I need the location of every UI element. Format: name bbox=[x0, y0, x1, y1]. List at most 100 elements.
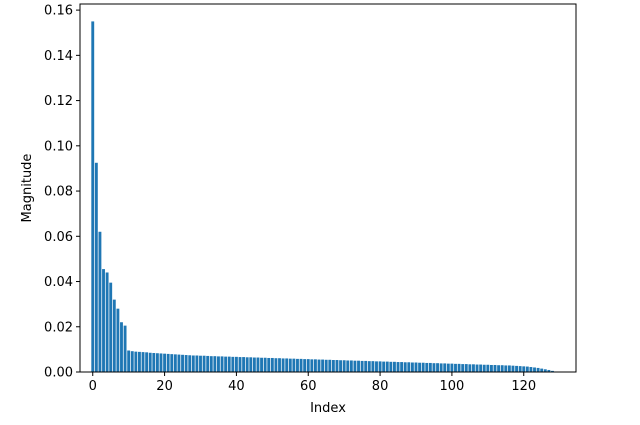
bar bbox=[378, 361, 382, 372]
bar bbox=[479, 364, 483, 372]
bar bbox=[335, 360, 339, 372]
bar bbox=[522, 366, 526, 372]
bar bbox=[173, 354, 177, 372]
y-axis-ticks: 0.00 0.02 0.04 0.06 0.08 0.10 0.12 0.14 0.16 bbox=[44, 4, 80, 381]
y-tick-label: 0.04 bbox=[44, 275, 73, 290]
bar bbox=[342, 360, 346, 372]
bar bbox=[364, 360, 368, 372]
bar bbox=[446, 363, 450, 372]
bar bbox=[98, 231, 102, 372]
y-tick-label: 0.16 bbox=[44, 4, 73, 19]
bar bbox=[170, 354, 174, 372]
bar bbox=[159, 353, 163, 372]
y-tick-label: 0.12 bbox=[44, 94, 73, 109]
bar bbox=[346, 360, 350, 372]
bar bbox=[450, 363, 454, 372]
bar bbox=[252, 357, 256, 372]
bar bbox=[486, 364, 490, 372]
bar bbox=[188, 355, 192, 372]
bar bbox=[324, 359, 328, 372]
bar bbox=[475, 364, 479, 372]
bar bbox=[367, 361, 371, 372]
y-tick-label: 0.06 bbox=[44, 230, 73, 245]
bar bbox=[141, 352, 145, 372]
x-tick-label: 20 bbox=[156, 379, 173, 394]
bar bbox=[472, 364, 475, 372]
bar bbox=[270, 357, 274, 372]
bar bbox=[292, 358, 296, 372]
bar bbox=[120, 322, 123, 372]
y-tick-label: 0.14 bbox=[44, 49, 73, 64]
bar bbox=[288, 358, 292, 372]
bar bbox=[313, 359, 317, 372]
bar bbox=[407, 362, 411, 372]
bar bbox=[209, 356, 213, 372]
bar bbox=[461, 364, 465, 372]
bar bbox=[234, 356, 238, 372]
bar bbox=[529, 367, 533, 372]
bar bbox=[414, 362, 418, 372]
y-tick-label: 0.10 bbox=[44, 139, 73, 154]
bar bbox=[184, 355, 188, 372]
bar bbox=[393, 361, 396, 372]
y-axis-label: Magnitude bbox=[20, 154, 35, 223]
bar bbox=[105, 272, 109, 372]
bar bbox=[227, 356, 231, 372]
bar bbox=[152, 353, 156, 372]
bar bbox=[249, 357, 253, 372]
bar bbox=[195, 355, 199, 372]
x-tick-label: 120 bbox=[511, 379, 536, 394]
bar bbox=[482, 364, 486, 372]
bar bbox=[321, 359, 325, 372]
bar bbox=[489, 364, 493, 372]
bar bbox=[130, 351, 134, 372]
y-tick-label: 0.00 bbox=[44, 366, 73, 381]
bar bbox=[134, 351, 138, 372]
bar bbox=[267, 357, 271, 372]
bar bbox=[518, 366, 522, 372]
bar bbox=[263, 357, 267, 372]
bar bbox=[382, 361, 386, 372]
bar bbox=[238, 357, 242, 372]
bar bbox=[91, 21, 95, 372]
bar bbox=[138, 351, 141, 372]
bar bbox=[410, 362, 414, 372]
bar bbox=[166, 353, 170, 372]
bar bbox=[299, 358, 303, 372]
bar bbox=[464, 364, 468, 372]
bar bbox=[285, 358, 289, 372]
bar bbox=[328, 359, 332, 372]
bar bbox=[116, 308, 120, 372]
bar bbox=[274, 358, 278, 372]
bar bbox=[493, 364, 497, 372]
bar bbox=[515, 365, 518, 372]
bar bbox=[224, 356, 228, 372]
bar bbox=[123, 325, 127, 372]
bar bbox=[403, 362, 407, 372]
bar bbox=[163, 353, 167, 372]
bar bbox=[454, 363, 457, 372]
bar bbox=[306, 359, 310, 372]
y-tick-label: 0.02 bbox=[44, 320, 73, 335]
bar bbox=[317, 359, 321, 372]
bar bbox=[421, 362, 425, 372]
bar bbox=[181, 354, 184, 372]
bar bbox=[371, 361, 375, 372]
x-tick-label: 80 bbox=[372, 379, 389, 394]
bar bbox=[396, 362, 400, 372]
bar bbox=[310, 359, 314, 372]
bar bbox=[199, 355, 202, 372]
bar bbox=[543, 369, 547, 372]
bar bbox=[500, 365, 504, 372]
bar bbox=[533, 367, 536, 372]
x-tick-label: 40 bbox=[228, 379, 245, 394]
bar bbox=[375, 361, 378, 372]
bar bbox=[242, 357, 246, 372]
bar bbox=[511, 365, 515, 372]
bar bbox=[400, 362, 404, 372]
bar bbox=[127, 350, 131, 372]
bar bbox=[296, 358, 299, 372]
bar bbox=[353, 360, 357, 372]
bar bbox=[112, 299, 116, 372]
